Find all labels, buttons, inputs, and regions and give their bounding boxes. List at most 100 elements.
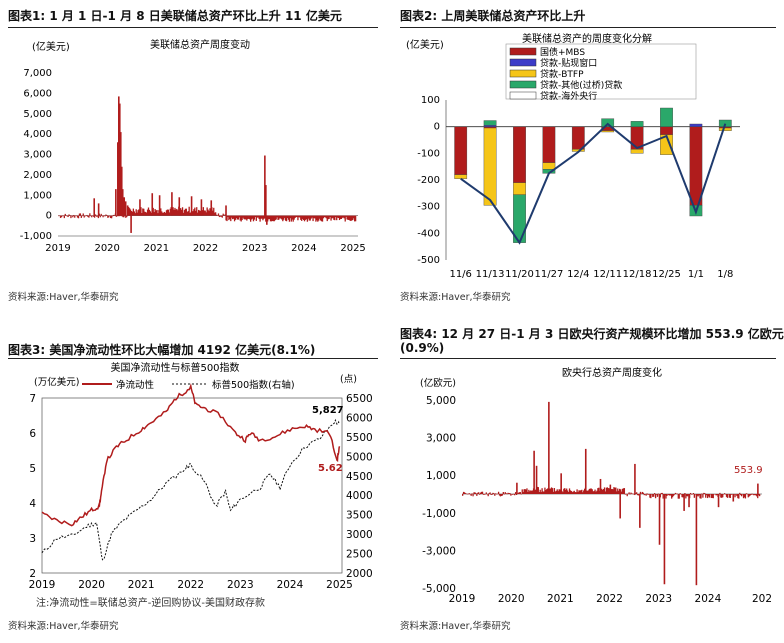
chart1-bar	[269, 215, 272, 222]
chart1-bar	[351, 215, 353, 221]
chart4-bar	[742, 494, 745, 499]
chart1-spike-bar	[120, 166, 123, 216]
chart1-bar	[347, 215, 349, 220]
chart4-bar	[735, 494, 737, 495]
chart4-bar	[666, 494, 668, 496]
chart4-bar	[645, 494, 647, 496]
chart1-bar	[127, 206, 130, 216]
chart2-bar-segment	[718, 127, 732, 131]
chart1-bar	[120, 215, 122, 217]
chart4-bar	[748, 494, 750, 497]
chart1-bar	[78, 213, 81, 216]
chart1-bar	[283, 215, 285, 220]
chart4-bar	[591, 489, 593, 494]
chart1-bar	[281, 215, 283, 220]
chart1-bar	[197, 209, 200, 216]
chart4-bar	[518, 492, 521, 494]
chart1-bar	[61, 215, 64, 217]
chart1-bar	[280, 215, 282, 219]
chart4-bar	[594, 489, 596, 494]
chart2-xtick: 1/1	[688, 269, 704, 280]
chart1-ytick: -1,000	[20, 231, 52, 242]
chart4-bar	[723, 493, 726, 494]
chart4-bar	[674, 492, 677, 494]
chart1-bar	[245, 215, 247, 220]
chart3-ytick-right: 2500	[346, 549, 373, 561]
chart1-bar	[133, 211, 135, 216]
chart4-bar	[671, 494, 673, 499]
chart1-bar	[340, 215, 343, 219]
chart4-bar	[747, 494, 749, 498]
chart1-bar	[291, 215, 293, 220]
chart1-bar	[111, 215, 114, 217]
chart4-bar	[470, 494, 472, 496]
chart1-xtick: 2021	[144, 243, 169, 254]
chart1-bar	[261, 215, 263, 219]
chart1-bar	[193, 209, 195, 216]
chart4-bar	[462, 494, 464, 496]
chart1-bar	[302, 215, 304, 219]
chart4-bar	[726, 494, 729, 498]
chart1-spike-bar	[225, 205, 227, 216]
chart1-bar	[110, 215, 113, 219]
chart4-bar	[474, 492, 476, 494]
chart4-bar	[487, 494, 489, 497]
chart1-bar	[60, 215, 63, 218]
chart4-bar	[694, 494, 696, 495]
chart4-bar	[697, 494, 699, 497]
chart1-bar	[241, 215, 243, 221]
chart4-bar	[678, 494, 680, 499]
chart4-xtick: 2024	[695, 593, 722, 605]
chart1-bar	[255, 215, 257, 221]
chart4-bar	[552, 491, 555, 494]
chart1-bar	[177, 210, 179, 216]
chart1-bar	[205, 212, 207, 216]
chart4-ytick: -5,000	[422, 583, 456, 595]
chart4-bar	[485, 492, 487, 494]
chart4-bar	[704, 493, 706, 494]
chart4-bar	[493, 493, 495, 494]
chart1-bar	[246, 215, 248, 221]
chart1-bar	[94, 214, 97, 216]
chart1-bar	[295, 215, 297, 218]
chart4-bar	[660, 492, 662, 494]
chart4-spike-bar	[639, 494, 641, 528]
chart4-bar	[583, 490, 585, 494]
chart1-bar	[242, 215, 244, 218]
chart3-ytick-left: 5	[29, 463, 36, 475]
chart4-bar	[725, 494, 728, 497]
chart2-ytick: 0	[434, 122, 440, 133]
chart4-title: 欧央行总资产周度变化	[562, 366, 662, 379]
chart4-bar	[703, 492, 705, 494]
chart1-bar	[267, 215, 269, 222]
chart2-legend-label: 国债+MBS	[540, 46, 585, 58]
chart4-bar	[504, 492, 506, 494]
chart1-bar	[169, 208, 171, 216]
chart1-spike-bar	[190, 196, 193, 216]
chart1-bar	[168, 212, 170, 216]
chart1-bar	[244, 215, 246, 220]
chart1-bar	[181, 207, 184, 216]
chart1-bar	[69, 215, 71, 216]
chart1-bar	[175, 209, 177, 216]
chart1-bar	[243, 215, 245, 220]
chart4-bar	[466, 493, 469, 495]
chart4-bar	[506, 493, 508, 495]
chart2-legend-label: 贷款-BTFP	[540, 68, 584, 80]
chart4-bar	[606, 487, 609, 494]
chart4-bar	[576, 489, 578, 494]
chart4-bar	[709, 494, 712, 495]
chart4-bar	[636, 492, 638, 494]
chart1-bar	[290, 215, 292, 222]
chart4-bar	[743, 494, 746, 498]
chart4-bar	[675, 493, 678, 495]
chart4-bar	[578, 490, 580, 494]
chart1-bar	[216, 215, 219, 216]
chart3-annotation-sp500: 5,827	[312, 405, 344, 416]
chart1-bar	[97, 215, 100, 219]
chart1-spike-bar	[139, 199, 141, 216]
chart4-bar	[468, 493, 470, 494]
chart1-bar	[89, 213, 91, 216]
chart4-bar	[569, 490, 572, 494]
chart4-bar	[495, 493, 497, 494]
